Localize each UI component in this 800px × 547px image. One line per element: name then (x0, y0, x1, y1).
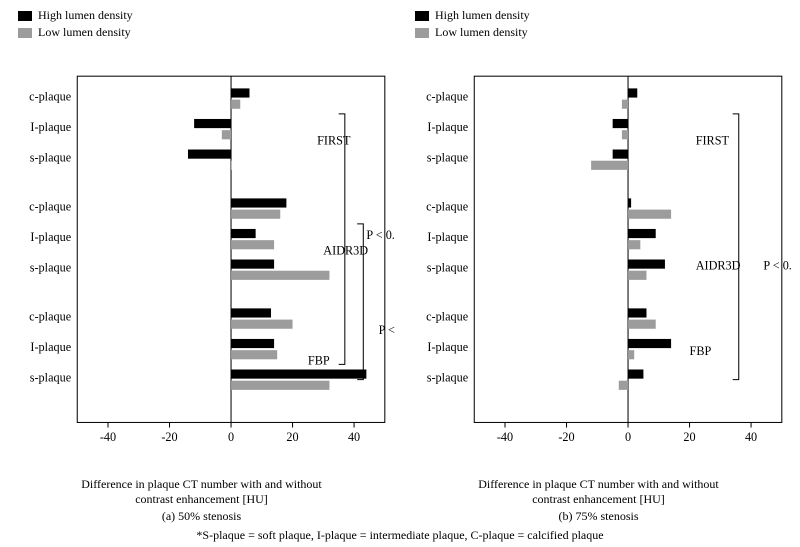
svg-text:P < 0.05: P < 0.05 (379, 323, 395, 337)
svg-text:FBP: FBP (308, 353, 330, 367)
svg-text:0: 0 (625, 430, 631, 444)
legend-item-low: Low lumen density (415, 25, 792, 40)
plot-wrap-b: -40 -20 0 20 40 c-plaque I-plaque s-plaque c-pla… (405, 44, 792, 475)
legend-a: High lumen density Low lumen density (8, 8, 395, 40)
svg-text:c-plaque: c-plaque (29, 200, 71, 214)
xaxis-line1: Difference in plaque CT number with and … (478, 477, 719, 491)
svg-text:s-plaque: s-plaque (427, 371, 468, 385)
svg-text:c-plaque: c-plaque (29, 90, 71, 104)
svg-text:-20: -20 (558, 430, 574, 444)
swatch-high (415, 11, 429, 21)
legend-label-low: Low lumen density (435, 25, 528, 40)
plot-b: -40 -20 0 20 40 c-plaque I-plaque s-plaque c-pla… (405, 44, 792, 475)
plot-wrap-a: -40 -20 0 20 40 c-plaque I-plaque s-plaque c-pla… (8, 44, 395, 475)
svg-text:c-plaque: c-plaque (426, 310, 468, 324)
legend-item-high: High lumen density (415, 8, 792, 23)
svg-text:c-plaque: c-plaque (426, 200, 468, 214)
svg-text:P < 0.05: P < 0.05 (366, 228, 395, 242)
swatch-low (415, 28, 429, 38)
svg-text:s-plaque: s-plaque (427, 151, 468, 165)
xaxis-label-a: Difference in plaque CT number with and … (8, 477, 395, 507)
svg-text:s-plaque: s-plaque (30, 371, 71, 385)
subcaption-a: (a) 50% stenosis (8, 509, 395, 524)
xaxis-line2: contrast enhancement [HU] (135, 492, 268, 506)
svg-text:s-plaque: s-plaque (30, 261, 71, 275)
svg-text:-20: -20 (161, 430, 177, 444)
legend-label-high: High lumen density (38, 8, 133, 23)
svg-text:-40: -40 (100, 430, 116, 444)
svg-text:AIDR3D: AIDR3D (696, 259, 741, 273)
legend-item-low: Low lumen density (18, 25, 395, 40)
xaxis-line2: contrast enhancement [HU] (532, 492, 665, 506)
subcaption-b: (b) 75% stenosis (405, 509, 792, 524)
svg-text:c-plaque: c-plaque (29, 310, 71, 324)
svg-text:40: 40 (745, 430, 757, 444)
svg-text:20: 20 (286, 430, 298, 444)
svg-text:FIRST: FIRST (696, 133, 730, 147)
panel-b: High lumen density Low lumen density -40… (405, 8, 792, 524)
legend-label-high: High lumen density (435, 8, 530, 23)
svg-text:I-plaque: I-plaque (427, 340, 468, 354)
svg-text:FIRST: FIRST (317, 133, 351, 147)
swatch-high (18, 11, 32, 21)
legend-b: High lumen density Low lumen density (405, 8, 792, 40)
svg-text:0: 0 (228, 430, 234, 444)
xaxis-line1: Difference in plaque CT number with and … (81, 477, 322, 491)
svg-text:AIDR3D: AIDR3D (323, 243, 368, 257)
legend-label-low: Low lumen density (38, 25, 131, 40)
svg-text:20: 20 (683, 430, 695, 444)
plot-a: -40 -20 0 20 40 c-plaque I-plaque s-plaque c-pla… (8, 44, 395, 475)
svg-text:c-plaque: c-plaque (426, 90, 468, 104)
container: High lumen density Low lumen density -40… (0, 0, 800, 547)
svg-text:40: 40 (348, 430, 360, 444)
svg-text:-40: -40 (497, 430, 513, 444)
charts-row: High lumen density Low lumen density -40… (8, 8, 792, 524)
svg-text:I-plaque: I-plaque (30, 340, 71, 354)
svg-text:FBP: FBP (690, 344, 712, 358)
svg-text:I-plaque: I-plaque (427, 230, 468, 244)
svg-text:s-plaque: s-plaque (30, 151, 71, 165)
svg-text:I-plaque: I-plaque (427, 120, 468, 134)
svg-text:I-plaque: I-plaque (30, 230, 71, 244)
svg-text:s-plaque: s-plaque (427, 261, 468, 275)
svg-text:I-plaque: I-plaque (30, 120, 71, 134)
xaxis-label-b: Difference in plaque CT number with and … (405, 477, 792, 507)
legend-item-high: High lumen density (18, 8, 395, 23)
svg-text:P < 0.05: P < 0.05 (763, 259, 792, 273)
footnote: *S-plaque = soft plaque, I-plaque = inte… (8, 528, 792, 547)
swatch-low (18, 28, 32, 38)
panel-a: High lumen density Low lumen density -40… (8, 8, 395, 524)
